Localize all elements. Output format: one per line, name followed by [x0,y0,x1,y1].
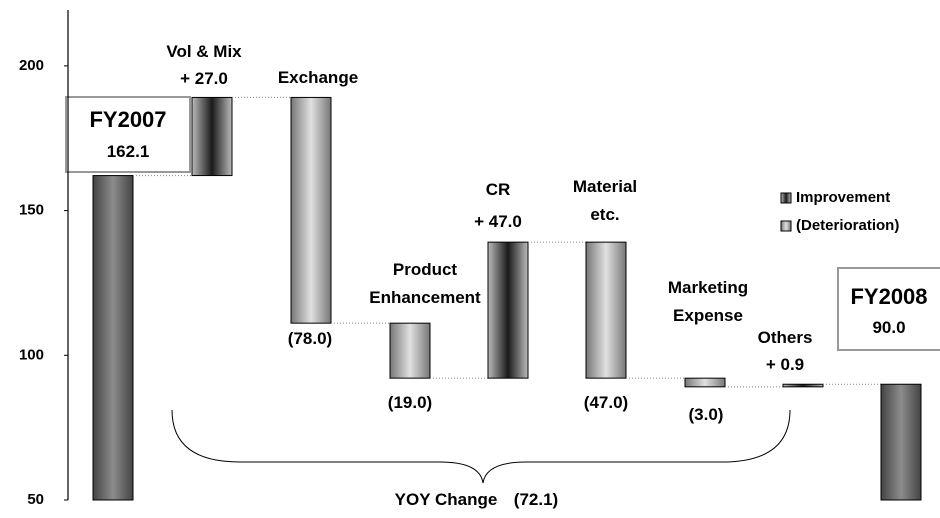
value-label: + 47.0 [474,212,522,231]
y-tick-label: 200 [19,57,44,74]
legend-label: Improvement [796,189,890,206]
annotation-value: (72.1) [513,490,559,509]
bar [191,96,233,177]
category-label: Exchange [277,68,359,87]
value-label: (47.0) [583,393,629,412]
category-label: Material etc. [572,177,638,224]
value-label: 162.1 [106,142,150,161]
legend-label: (Deterioration) [796,217,899,234]
value-label: (19.0) [387,393,433,412]
category-label: CR [485,180,511,199]
bar [487,241,529,379]
bar [585,241,627,379]
brace [171,409,791,484]
value-label: + 0.9 [765,355,805,374]
value-label: (3.0) [688,405,724,424]
y-tick-label: 50 [27,491,44,508]
bar [684,377,726,388]
bar [782,383,824,388]
bar [389,322,431,379]
value-label: + 27.0 [180,69,228,88]
bar [92,175,134,501]
category-label: FY2008 [850,284,928,309]
value-label: 90.0 [872,318,906,337]
bar [290,96,332,324]
category-label: Vol & Mix [166,42,242,61]
legend-swatch [780,192,792,204]
y-tick-label: 150 [19,202,44,219]
category-label: Marketing Expense [667,278,749,325]
total-box [837,267,940,351]
bar [880,383,922,501]
annotation: YOY Change [394,490,498,509]
y-tick-label: 100 [19,346,44,363]
category-label: Others [757,328,813,347]
category-label: Product Enhancement [369,260,481,307]
total-box [65,96,191,173]
category-label: FY2007 [89,107,167,132]
legend-swatch [780,220,792,232]
value-label: (78.0) [287,329,333,348]
